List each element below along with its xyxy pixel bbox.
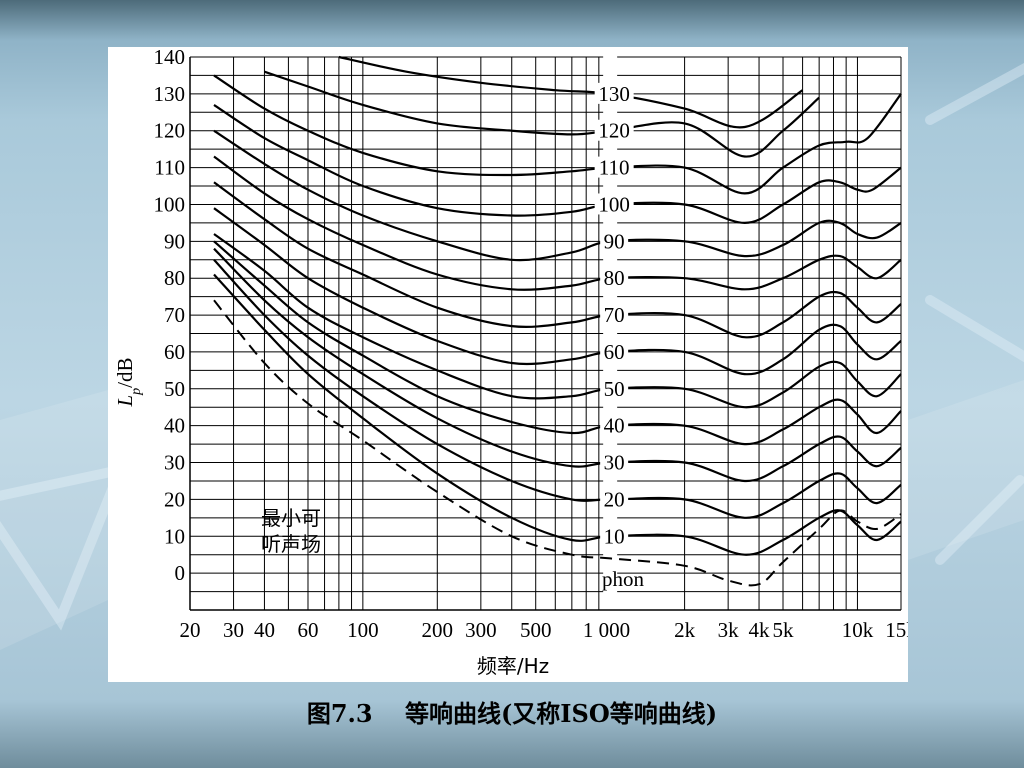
y-tick-label: 140 [154,47,186,69]
y-tick-label: 110 [154,156,185,180]
axis-ticks: 0 10 20 30 40 50 60 70 80 90 100 110 120 130 140 20 30 40… [154,45,918,642]
x-tick-label: 2k [674,618,696,642]
phon-label-10: 10 [604,524,625,548]
x-tick-label: 1 000 [583,618,630,642]
phon-label-120: 120 [598,119,630,143]
loudness-curve-130 [338,55,804,129]
phon-label-130: 130 [598,82,630,106]
phon-label-bg [594,119,634,141]
x-tick-label: 500 [520,618,552,642]
x-tick-label: 300 [465,618,497,642]
threshold-label-line2: 听声场 [261,532,321,556]
chart-svg: 0 10 20 30 40 50 60 70 80 90 100 110 120 130 140 20 30 40… [113,45,918,678]
phon-labels: 10 20 30 40 50 60 70 80 90 100 110 120 130 [594,82,634,548]
y-tick-label: 120 [154,119,186,143]
y-axis-label-sub: p [129,388,144,396]
x-tick-label: 60 [297,618,318,642]
x-tick-label: 30 [223,618,244,642]
y-axis-label-main: L [113,395,137,408]
phon-label-bg [600,267,629,289]
loudness-curve-80 [213,155,902,291]
y-tick-label: 80 [164,266,185,290]
phon-label-110: 110 [599,156,630,180]
phon-label-80: 80 [604,266,625,290]
phon-label-bg [600,451,629,473]
phon-label-20: 20 [604,487,625,511]
y-axis-label-unit: /dB [113,357,137,387]
y-axis-label: Lp/dB [113,357,144,407]
phon-label-100: 100 [598,192,630,216]
phon-label-bg [600,340,629,362]
y-tick-label: 20 [164,487,185,511]
loudness-curve-90 [213,129,902,262]
phon-label-bg [600,525,629,547]
x-tick-label: 4k [749,618,771,642]
y-tick-label: 10 [164,524,185,548]
phon-label-bg [600,414,629,436]
phon-label-bg [600,230,629,252]
phon-unit-label: phon [602,567,645,591]
loudness-curve-70 [213,181,902,339]
loudness-curve-120 [264,70,820,158]
y-tick-label: 50 [164,377,185,401]
y-tick-label: 90 [164,229,185,253]
threshold-curve [213,299,902,587]
loudness-curve-60 [213,207,902,376]
phon-label-60: 60 [604,340,625,364]
y-tick-label: 70 [164,303,185,327]
phon-label-bg [600,488,629,510]
phon-label-40: 40 [604,414,625,438]
y-tick-label: 0 [175,561,186,585]
x-tick-label: 15k [885,618,908,642]
phon-label-bg [600,377,629,399]
plot-frame [189,57,901,611]
x-tick-label: 200 [422,618,454,642]
x-tick-label: 100 [347,618,379,642]
threshold-label-line1: 最小可 [261,506,321,530]
x-tick-label: 20 [180,618,201,642]
phon-label-bg [594,82,634,104]
y-tick-label: 30 [164,451,185,475]
y-tick-label: 130 [154,82,186,106]
x-tick-label: 5k [773,618,795,642]
phon-label-30: 30 [604,451,625,475]
phon-label-70: 70 [604,303,625,327]
phon-label-bg [600,304,629,326]
phon-label-50: 50 [604,377,625,401]
loudness-curve-50 [213,233,902,409]
figure-caption: 图7.3 等响曲线(又称ISO等响曲线) [306,699,718,728]
x-tick-label: 3k [718,618,740,642]
x-axis-label: 频率/Hz [477,654,549,678]
loudness-curve-100 [213,103,902,224]
x-tick-label: 40 [254,618,275,642]
phon-label-90: 90 [604,229,625,253]
phon-label-bg [594,156,634,178]
equal-loudness-chart: 0 10 20 30 40 50 60 70 80 90 100 110 120 130 140 20 30 40… [108,45,918,682]
y-tick-label: 100 [154,192,186,216]
y-tick-label: 40 [164,414,185,438]
y-tick-label: 60 [164,340,185,364]
loudness-curve-40 [213,240,902,446]
phon-label-bg [594,193,634,215]
x-tick-label: 10k [842,618,874,642]
